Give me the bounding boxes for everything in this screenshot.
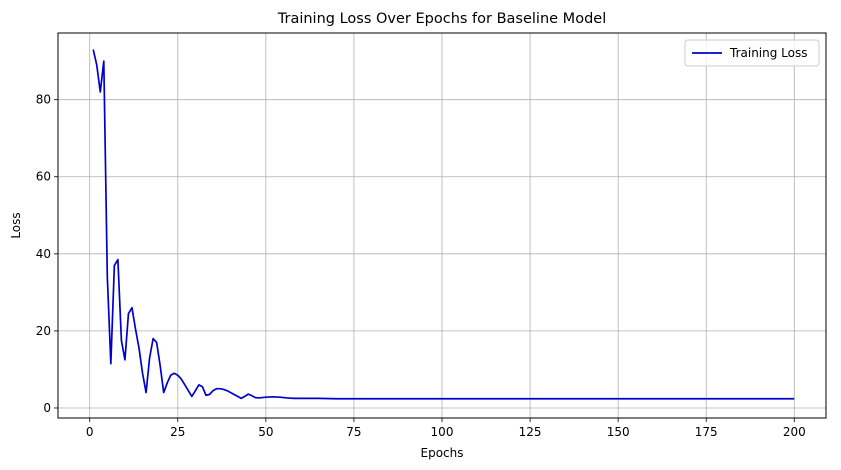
x-tick-label: 125 xyxy=(519,425,542,439)
x-tick-label: 200 xyxy=(783,425,806,439)
x-axis-label: Epochs xyxy=(421,446,464,460)
y-tick-label: 80 xyxy=(36,93,51,107)
y-tick-label: 0 xyxy=(43,401,51,415)
legend-box xyxy=(684,39,820,67)
ticks: 0 25 50 75 100 125 150 175 200 0 20 40 60 80 xyxy=(36,93,806,439)
x-tick-label: 150 xyxy=(607,425,630,439)
chart-title: Training Loss Over Epochs for Baseline M… xyxy=(277,11,606,27)
x-tick-label: 0 xyxy=(86,425,94,439)
x-tick-label: 100 xyxy=(431,425,454,439)
x-tick-label: 175 xyxy=(695,425,718,439)
grid xyxy=(58,33,826,418)
y-tick-label: 20 xyxy=(36,324,51,338)
legend-label-training-loss: Training Loss xyxy=(729,46,807,60)
x-tick-label: 50 xyxy=(258,425,273,439)
legend: Training Loss xyxy=(684,39,820,67)
series-line-training-loss xyxy=(92,49,795,400)
y-tick-label: 40 xyxy=(36,247,51,261)
y-tick-label: 60 xyxy=(36,170,51,184)
series-layer xyxy=(92,49,795,400)
x-tick-label: 25 xyxy=(170,425,185,439)
y-axis-label: Loss xyxy=(9,212,23,238)
x-tick-label: 75 xyxy=(346,425,361,439)
